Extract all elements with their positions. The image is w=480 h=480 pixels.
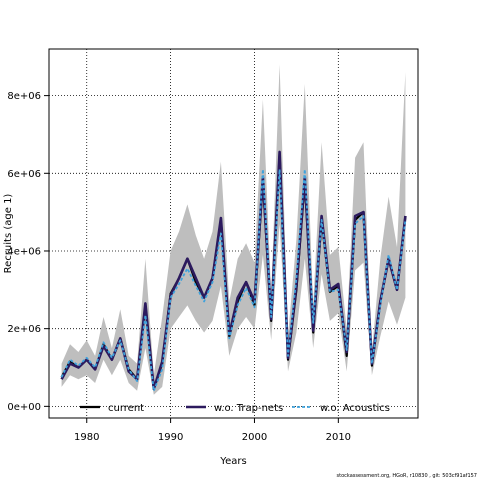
legend-label-2: w.o. Acoustics: [320, 403, 390, 414]
y-tick-label: 6e+06: [7, 169, 41, 180]
y-tick-label: 0e+00: [7, 402, 41, 413]
x-tick-label: 2010: [326, 432, 351, 443]
footer-caption: stockassessment.org, HGoR, r10830 , git:…: [336, 473, 477, 479]
y-axis: 0e+00 2e+06 4e+06 6e+06 8e+06: [7, 91, 49, 413]
x-tick-label: 2000: [242, 432, 267, 443]
legend: current w.o. Trap-nets w.o. Acoustics: [80, 403, 390, 414]
x-tick-label: 1990: [158, 432, 183, 443]
y-tick-label: 2e+06: [7, 324, 41, 335]
legend-label-1: w.o. Trap-nets: [214, 403, 283, 414]
series-lines: [60, 150, 407, 392]
plot-frame: [48, 48, 419, 419]
y-tick-label: 8e+06: [7, 91, 41, 102]
x-axis-title: Years: [219, 456, 246, 467]
x-tick-label: 1980: [74, 432, 99, 443]
legend-label-0: current: [108, 403, 144, 414]
x-axis: 1980 1990 2000 2010: [74, 418, 351, 443]
y-axis-title: Recruits (age 1): [3, 194, 14, 274]
y-tick-label: 4e+06: [7, 246, 41, 257]
